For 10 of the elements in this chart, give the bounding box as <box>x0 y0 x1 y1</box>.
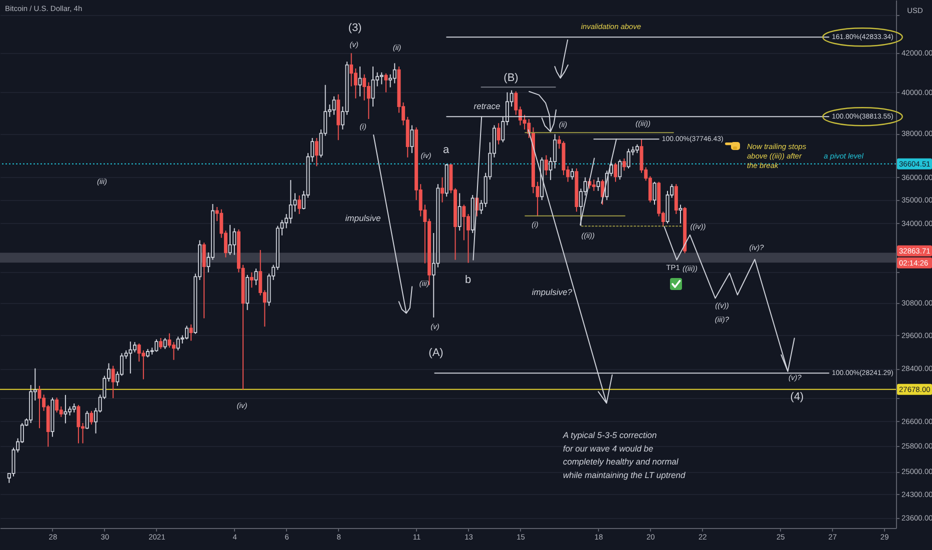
annotation: impulsive <box>345 213 381 223</box>
annotation: A typical 5-3-5 correction for our wave 4 would be completely healthy and normal while maintaining the LT uptrend <box>562 430 686 480</box>
annotation: impulsive? <box>532 287 572 297</box>
annotation: b <box>464 274 472 286</box>
annotation: (A) <box>428 347 444 359</box>
annotation: a <box>442 144 450 156</box>
annotation: retrace <box>474 101 500 111</box>
annotation: (3) <box>348 22 362 34</box>
annotation: (4) <box>790 391 804 403</box>
annotation: (B) <box>504 72 518 84</box>
